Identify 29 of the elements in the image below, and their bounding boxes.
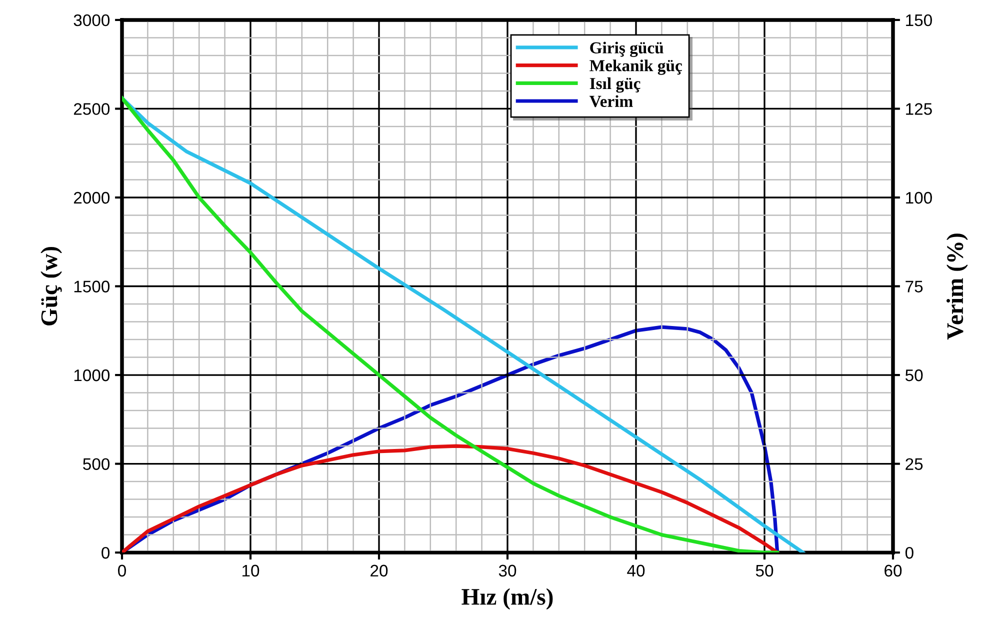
y2-tick-label: 50 bbox=[905, 369, 923, 382]
y-tick-label: 500 bbox=[83, 458, 110, 470]
y-tick-label: 2000 bbox=[74, 192, 110, 204]
x-tick-label: 40 bbox=[627, 564, 645, 577]
y-tick-label: 0 bbox=[102, 546, 110, 559]
y-tick-label: 1000 bbox=[74, 369, 110, 382]
legend-label: Giriş gücü bbox=[590, 42, 664, 57]
y2-axis-title: Verim (%) bbox=[946, 234, 968, 340]
y2-tick-label: 0 bbox=[905, 546, 914, 559]
legend-label: Mekanik güç bbox=[590, 60, 682, 75]
legend-label: Verim bbox=[590, 95, 633, 108]
y2-tick-label: 75 bbox=[906, 280, 923, 292]
y2-tick-label: 125 bbox=[906, 103, 932, 115]
y2-tick-label: 150 bbox=[906, 14, 932, 26]
x-tick-label: 10 bbox=[242, 564, 260, 577]
y-axis-title: Güç (w) bbox=[40, 246, 62, 326]
y2-tick-label: 100 bbox=[906, 192, 932, 204]
y-tick-label: 1500 bbox=[74, 280, 110, 292]
line-series bbox=[122, 444, 780, 553]
y-tick-label: 2500 bbox=[74, 103, 110, 115]
x-axis-title: Hız (m/s) bbox=[462, 588, 553, 610]
x-tick-label: 20 bbox=[370, 564, 388, 577]
x-tick-label: 50 bbox=[756, 564, 774, 577]
legend-label: Isıl güç bbox=[590, 77, 640, 93]
y2-tick-label: 25 bbox=[906, 458, 923, 470]
x-tick-label: 60 bbox=[884, 564, 902, 577]
x-tick-label: 30 bbox=[498, 564, 516, 577]
y-tick-label: 3000 bbox=[74, 14, 110, 26]
x-tick-label: 0 bbox=[118, 564, 126, 577]
